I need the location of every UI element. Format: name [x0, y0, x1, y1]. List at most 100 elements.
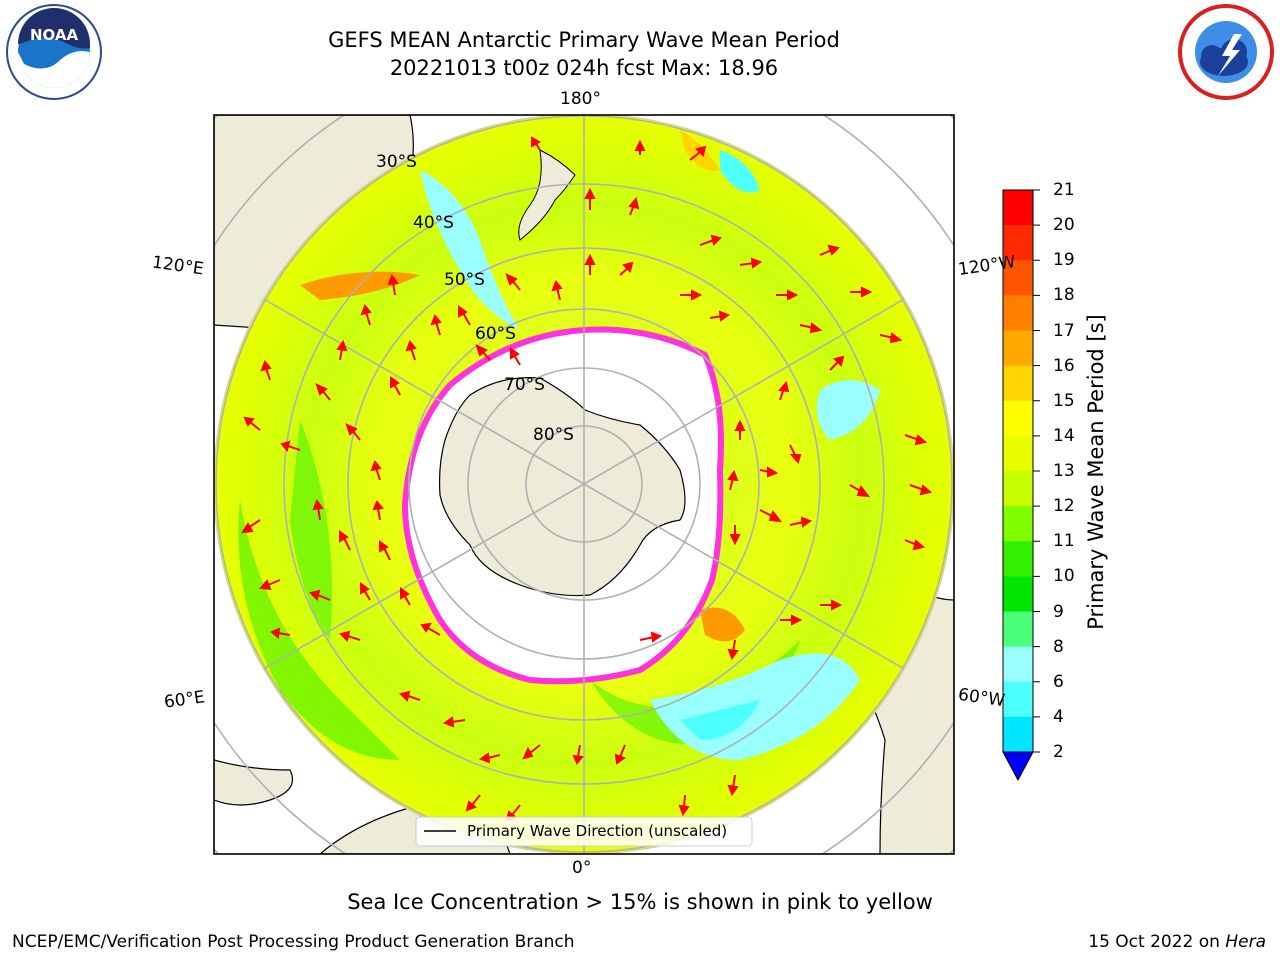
- colorbar-segment: [1003, 295, 1033, 331]
- lat-label-40s: 40°S: [413, 213, 454, 233]
- land-africa: [214, 759, 294, 806]
- wave-arrow: [850, 286, 873, 298]
- wave-arrow: [405, 340, 417, 361]
- noaa-logo: NOAA: [6, 4, 102, 100]
- lat-label-50s: 50°S: [444, 270, 485, 290]
- colorbar-tick-label: 17: [1053, 320, 1075, 341]
- wave-arrow: [259, 579, 281, 591]
- wave-arrow: [360, 304, 372, 326]
- wave-arrow: [522, 744, 541, 760]
- wave-arrow: [628, 196, 640, 216]
- wave-arrow: [336, 339, 348, 361]
- wave-arrow: [727, 774, 739, 797]
- wave-arrow: [909, 484, 933, 496]
- wave-arrow: [904, 434, 928, 446]
- lon-label-0: 0°: [572, 858, 592, 878]
- colorbar-extend-triangle: [1002, 751, 1034, 782]
- wave-arrow: [734, 419, 746, 440]
- colorbar-tick-label: 4: [1053, 706, 1064, 727]
- colorbar-frame: [1002, 189, 1034, 753]
- colorbar-segment: [1003, 260, 1033, 296]
- colorbar-segment: [1003, 681, 1033, 718]
- wave-arrow: [709, 310, 731, 322]
- map-frame: [213, 114, 955, 855]
- land-antarctica: [438, 377, 686, 597]
- wave-arrow: [759, 509, 783, 523]
- colorbar-tick-label: 12: [1053, 496, 1075, 517]
- wave-arrow: [420, 622, 441, 636]
- colorbar-tick-label: 6: [1053, 671, 1064, 692]
- wave-arrow: [400, 587, 411, 606]
- wave-arrow: [727, 469, 739, 491]
- nws-logo: [1178, 4, 1274, 100]
- footer-date-text: 15 Oct 2022 on: [1088, 932, 1226, 952]
- wave-arrow: [339, 530, 351, 551]
- colorbar-tick-label: 10: [1053, 566, 1075, 587]
- colorbar-segment: [1003, 576, 1033, 612]
- wave-arrow: [759, 466, 779, 478]
- wave-direction-arrows: [241, 136, 933, 822]
- wave-arrow: [345, 423, 361, 441]
- colorbar-tick-label: 14: [1053, 425, 1075, 446]
- lat-label-30s: 30°S: [376, 152, 417, 172]
- wave-arrow: [799, 322, 823, 334]
- wave-arrow: [241, 519, 261, 534]
- wave-arrow: [904, 539, 926, 551]
- colorbar-segment: [1003, 506, 1033, 542]
- noaa-logo-text: NOAA: [30, 26, 79, 44]
- wave-arrow: [584, 253, 596, 275]
- colorbar: [1003, 189, 1040, 753]
- colorbar-tick-label: 16: [1053, 355, 1075, 376]
- wave-arrow: [270, 627, 291, 639]
- colorbar-tick-label: 9: [1053, 601, 1064, 622]
- wave-arrow: [551, 280, 563, 301]
- wave-arrow: [339, 630, 361, 642]
- colorbar-tick-label: 8: [1053, 636, 1064, 657]
- wave-arrow: [465, 794, 481, 812]
- lat-label-70s: 70°S: [504, 375, 545, 395]
- legend-label: Primary Wave Direction (unscaled): [467, 822, 728, 840]
- colorbar-segment: [1003, 611, 1033, 648]
- land-new-zealand: [518, 149, 576, 241]
- footer-date: 15 Oct 2022 on Hera: [1088, 932, 1266, 952]
- wave-arrow: [458, 305, 471, 326]
- colorbar-segment: [1003, 190, 1033, 226]
- wave-arrow: [478, 752, 501, 764]
- wave-arrow: [829, 355, 845, 371]
- colorbar-segment: [1003, 365, 1033, 402]
- colorbar-segment: [1003, 435, 1033, 472]
- wave-arrow: [442, 716, 466, 728]
- wave-arrow: [531, 136, 542, 151]
- wave-arrow: [639, 631, 663, 643]
- wave-arrow: [315, 383, 331, 401]
- wave-arrow: [849, 484, 871, 498]
- wave-arrow: [360, 582, 371, 601]
- wave-arrow: [778, 380, 790, 401]
- wave-arrow: [390, 376, 401, 396]
- lat-label-60s: 60°S: [475, 324, 516, 344]
- colorbar-segment: [1003, 646, 1033, 683]
- wave-arrow: [510, 347, 521, 366]
- colorbar-segment: [1003, 471, 1033, 507]
- wave-arrow: [699, 234, 722, 246]
- colorbar-tick-label: 19: [1053, 250, 1075, 271]
- colorbar-segment: [1003, 225, 1033, 261]
- wave-arrow: [399, 690, 421, 702]
- wave-arrow: [614, 744, 627, 765]
- sea-ice-note: Sea Ice Concentration > 15% is shown in …: [347, 890, 933, 914]
- wave-arrow: [789, 444, 802, 465]
- wave-arrow: [820, 599, 843, 611]
- colorbar-segment: [1003, 716, 1033, 753]
- wave-arrow: [727, 639, 739, 661]
- wave-arrow: [780, 614, 803, 626]
- wave-arrow: [819, 244, 840, 256]
- colorbar-label: Primary Wave Mean Period [s]: [1084, 314, 1108, 630]
- colorbar-tick-label: 11: [1053, 531, 1075, 552]
- wave-arrow: [584, 187, 596, 210]
- colorbar-tick-label: 21: [1053, 180, 1075, 200]
- colorbar-tick-label: 18: [1053, 285, 1075, 306]
- wave-arrow: [729, 525, 741, 546]
- colorbar-tick-label: 13: [1053, 461, 1075, 481]
- wave-arrow: [879, 332, 903, 344]
